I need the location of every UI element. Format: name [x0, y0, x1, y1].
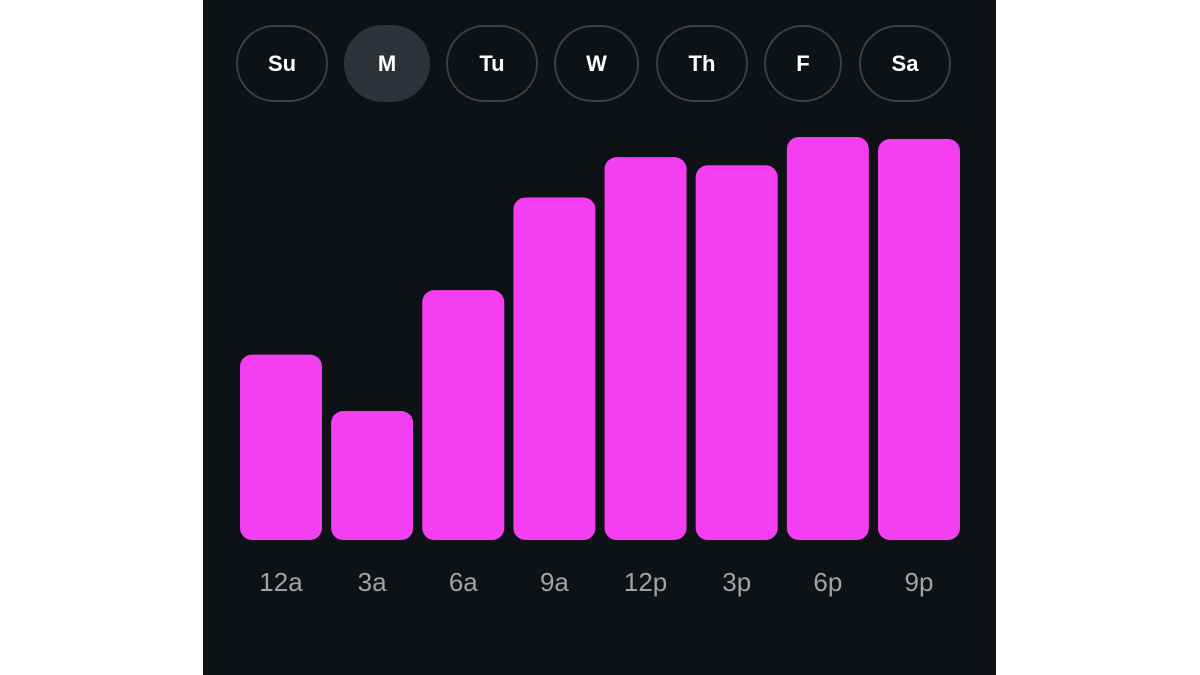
day-pill-wednesday[interactable]: W — [554, 25, 639, 102]
day-pill-monday[interactable]: M — [344, 25, 430, 102]
bar-12a — [240, 354, 322, 540]
x-tick-label: 6p — [813, 567, 842, 597]
x-tick-label: 9p — [905, 567, 934, 597]
bar-12p — [604, 157, 687, 540]
bar-6p — [786, 137, 869, 540]
x-tick-label: 9a — [540, 567, 569, 597]
bar-6a — [422, 290, 505, 540]
x-tick-label: 3a — [358, 567, 387, 597]
x-tick-label: 12p — [624, 567, 667, 597]
day-pill-saturday[interactable]: Sa — [859, 25, 951, 102]
bar-9a — [513, 197, 596, 540]
day-selector: Su M Tu W Th F Sa — [203, 0, 996, 110]
day-pill-tuesday[interactable]: Tu — [446, 25, 538, 102]
bar-3a — [331, 411, 414, 540]
x-tick-label: 3p — [722, 567, 751, 597]
day-pill-friday[interactable]: F — [764, 25, 842, 102]
day-pill-thursday[interactable]: Th — [656, 25, 748, 102]
day-pill-sunday[interactable]: Su — [236, 25, 328, 102]
hourly-bar-chart: 12a 3a 6a 9a 12p 3p 6p 9p — [240, 137, 960, 597]
x-tick-label: 6a — [449, 567, 478, 597]
bar-3p — [695, 165, 778, 540]
x-tick-label: 12a — [259, 567, 303, 597]
chart-panel: Su M Tu W Th F Sa 12a 3a 6a 9a 12p 3p 6p 9p — [203, 0, 996, 675]
bar-9p — [877, 139, 960, 540]
